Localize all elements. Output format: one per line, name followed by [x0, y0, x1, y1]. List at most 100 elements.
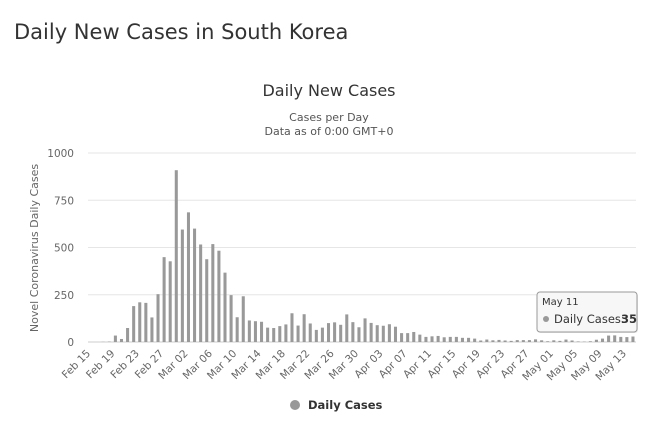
bar[interactable]	[162, 257, 166, 342]
bar[interactable]	[406, 333, 410, 342]
bar[interactable]	[345, 314, 349, 342]
bar[interactable]	[479, 340, 483, 342]
y-tick-label: 250	[54, 290, 74, 302]
tooltip-box: May 11 Daily Cases: 35	[536, 291, 638, 333]
bar[interactable]	[552, 340, 556, 342]
bar[interactable]	[424, 336, 428, 342]
bar[interactable]	[564, 339, 568, 342]
bar[interactable]	[333, 322, 337, 342]
bar[interactable]	[186, 212, 190, 342]
tooltip-series-label: Daily Cases:	[554, 312, 625, 326]
bar[interactable]	[119, 338, 124, 342]
bar[interactable]	[503, 340, 507, 342]
bar[interactable]	[156, 294, 160, 342]
bar[interactable]	[418, 334, 422, 342]
bar[interactable]	[436, 335, 440, 342]
bar[interactable]	[199, 244, 203, 342]
bar[interactable]	[278, 326, 282, 342]
bar[interactable]	[540, 340, 544, 342]
bar[interactable]	[247, 320, 251, 342]
bar[interactable]	[363, 318, 367, 342]
bar[interactable]	[375, 325, 379, 342]
bar[interactable]	[527, 340, 531, 342]
bar[interactable]	[594, 339, 598, 342]
bar[interactable]	[266, 327, 270, 342]
bar[interactable]	[308, 323, 312, 342]
bar[interactable]	[320, 327, 324, 342]
bar[interactable]	[400, 333, 404, 342]
bar[interactable]	[113, 335, 117, 342]
bar[interactable]	[442, 337, 446, 342]
bar[interactable]	[138, 302, 142, 342]
bar[interactable]	[454, 336, 458, 342]
bar[interactable]	[485, 339, 489, 342]
bar[interactable]	[381, 325, 385, 342]
bar[interactable]	[272, 328, 276, 342]
bar[interactable]	[241, 296, 245, 342]
bar[interactable]	[314, 329, 318, 342]
bar[interactable]	[576, 341, 580, 342]
bar[interactable]	[357, 327, 361, 342]
bar[interactable]	[430, 336, 434, 342]
legend-marker	[290, 400, 300, 410]
bar[interactable]	[558, 340, 562, 342]
bar[interactable]	[613, 335, 617, 342]
tooltip-value: 35	[621, 312, 637, 326]
chart-subtitle-line-1: Cases per Day	[289, 111, 369, 124]
bar[interactable]	[509, 340, 513, 342]
bar[interactable]	[369, 322, 373, 342]
legend-item-daily-cases[interactable]: Daily Cases	[290, 398, 383, 412]
bar[interactable]	[619, 336, 623, 342]
bar[interactable]	[229, 295, 233, 342]
bar[interactable]	[588, 341, 592, 342]
tooltip-date: May 11	[542, 297, 579, 308]
bar[interactable]	[460, 337, 464, 342]
bar[interactable]	[625, 337, 629, 342]
bar[interactable]	[473, 338, 477, 342]
bar[interactable]	[326, 323, 331, 342]
bar[interactable]	[217, 250, 221, 342]
bar[interactable]	[260, 321, 264, 342]
page-title: Daily New Cases in South Korea	[14, 20, 349, 44]
bar[interactable]	[393, 326, 398, 342]
bar[interactable]	[168, 261, 172, 342]
bar[interactable]	[467, 337, 471, 342]
bar[interactable]	[180, 229, 184, 342]
bar[interactable]	[150, 317, 154, 342]
bar[interactable]	[211, 244, 215, 342]
bar[interactable]	[205, 259, 209, 342]
bar[interactable]	[600, 338, 605, 342]
bar[interactable]	[515, 340, 519, 342]
bar[interactable]	[607, 335, 611, 342]
bar[interactable]	[351, 322, 355, 342]
bar[interactable]	[387, 324, 391, 342]
bar[interactable]	[534, 339, 538, 342]
bar-layer	[101, 170, 635, 342]
bar[interactable]	[448, 336, 452, 342]
tooltip-series-marker	[543, 316, 549, 322]
bar[interactable]	[290, 313, 294, 342]
bar[interactable]	[302, 314, 306, 342]
y-axis-label: Novel Coronavirus Daily Cases	[28, 164, 41, 332]
bar[interactable]	[521, 340, 525, 342]
bar[interactable]	[570, 340, 574, 342]
bar[interactable]	[235, 317, 239, 342]
bar[interactable]	[253, 321, 257, 342]
bar[interactable]	[631, 336, 635, 342]
bar[interactable]	[491, 340, 495, 342]
bar[interactable]	[223, 272, 227, 342]
bar[interactable]	[339, 324, 343, 342]
bar[interactable]	[284, 324, 288, 342]
y-tick-label: 1000	[47, 148, 74, 160]
bar[interactable]	[174, 170, 178, 342]
bar[interactable]	[144, 302, 148, 342]
bar[interactable]	[132, 306, 136, 342]
bar[interactable]	[497, 339, 501, 342]
bar[interactable]	[412, 331, 416, 342]
bar[interactable]	[126, 328, 130, 342]
bar[interactable]	[546, 341, 550, 342]
bar[interactable]	[193, 228, 197, 342]
bar[interactable]	[296, 325, 300, 342]
legend[interactable]: Daily Cases	[290, 398, 383, 412]
